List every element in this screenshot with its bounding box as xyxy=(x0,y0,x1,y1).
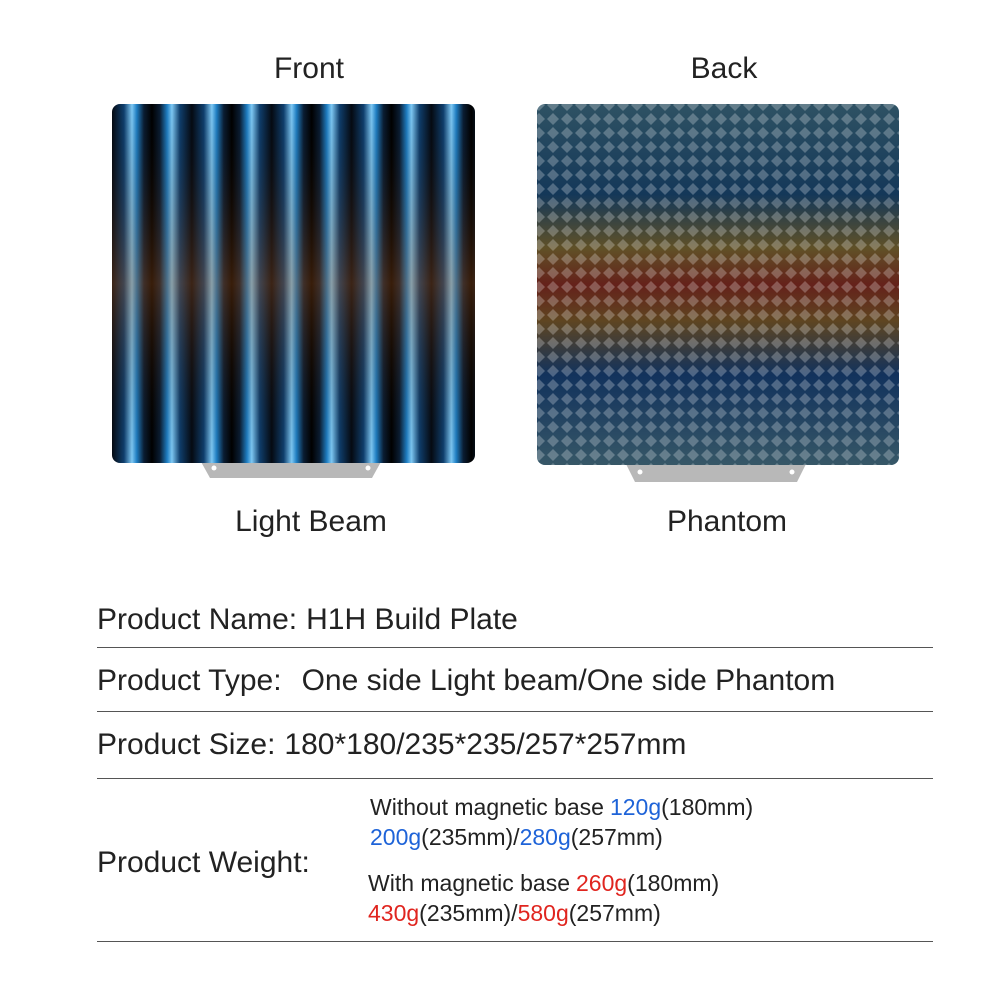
weight-line: 430g(235mm)/580g(257mm) xyxy=(368,900,661,927)
divider xyxy=(97,941,933,942)
panel-heading: Front xyxy=(273,52,345,85)
panel-heading: Back xyxy=(690,52,758,85)
spec-value: 180*180/235*235/257*257mm xyxy=(284,728,687,761)
divider xyxy=(97,778,933,779)
weight-text: With magnetic base xyxy=(368,870,570,896)
spec-value: H1H Build Plate xyxy=(306,603,518,636)
weight-text: (235mm)/ xyxy=(419,900,518,926)
divider xyxy=(97,711,933,712)
spec-row: Product Type: One side Light beam/One sid… xyxy=(97,664,835,698)
weight-text: (235mm)/ xyxy=(421,824,520,850)
weight-text: Without magnetic base xyxy=(370,794,604,820)
weight-value: 580g xyxy=(517,900,569,926)
spec-label: Product Type: xyxy=(97,664,282,697)
spec-label: Product Size: xyxy=(97,728,276,761)
weight-value: 200g xyxy=(370,824,422,850)
weight-text: (257mm) xyxy=(570,824,663,850)
weight-text: (180mm) xyxy=(627,870,720,896)
weight-value: 430g xyxy=(368,900,420,926)
weight-text: (180mm) xyxy=(661,794,754,820)
weight-value: 120g xyxy=(609,794,662,820)
spec-row: Product Size: 180*180/235*235/257*257mm xyxy=(97,728,686,762)
plates xyxy=(112,104,899,482)
panel-caption: Light Beam xyxy=(235,505,387,538)
spec-label: Product Name: xyxy=(97,603,298,636)
weight-line: 200g(235mm)/280g(257mm) xyxy=(370,824,663,851)
weight-text: (257mm) xyxy=(568,900,661,926)
spec-row: Product Name: H1H Build Plate xyxy=(97,603,518,637)
weight-line: With magnetic base 260g(180mm) xyxy=(368,870,719,897)
weight-line: Without magnetic base 120g(180mm) xyxy=(370,794,753,821)
back-tab xyxy=(625,462,807,482)
panel-caption: Phantom xyxy=(666,505,788,538)
divider xyxy=(97,647,933,648)
weight-value: 280g xyxy=(519,824,571,850)
spec-value: One side Light beam/One side Phantom xyxy=(301,664,836,697)
weight-value: 260g xyxy=(575,870,628,896)
front-tab xyxy=(200,460,382,478)
weight-label: Product Weight: xyxy=(97,846,310,879)
